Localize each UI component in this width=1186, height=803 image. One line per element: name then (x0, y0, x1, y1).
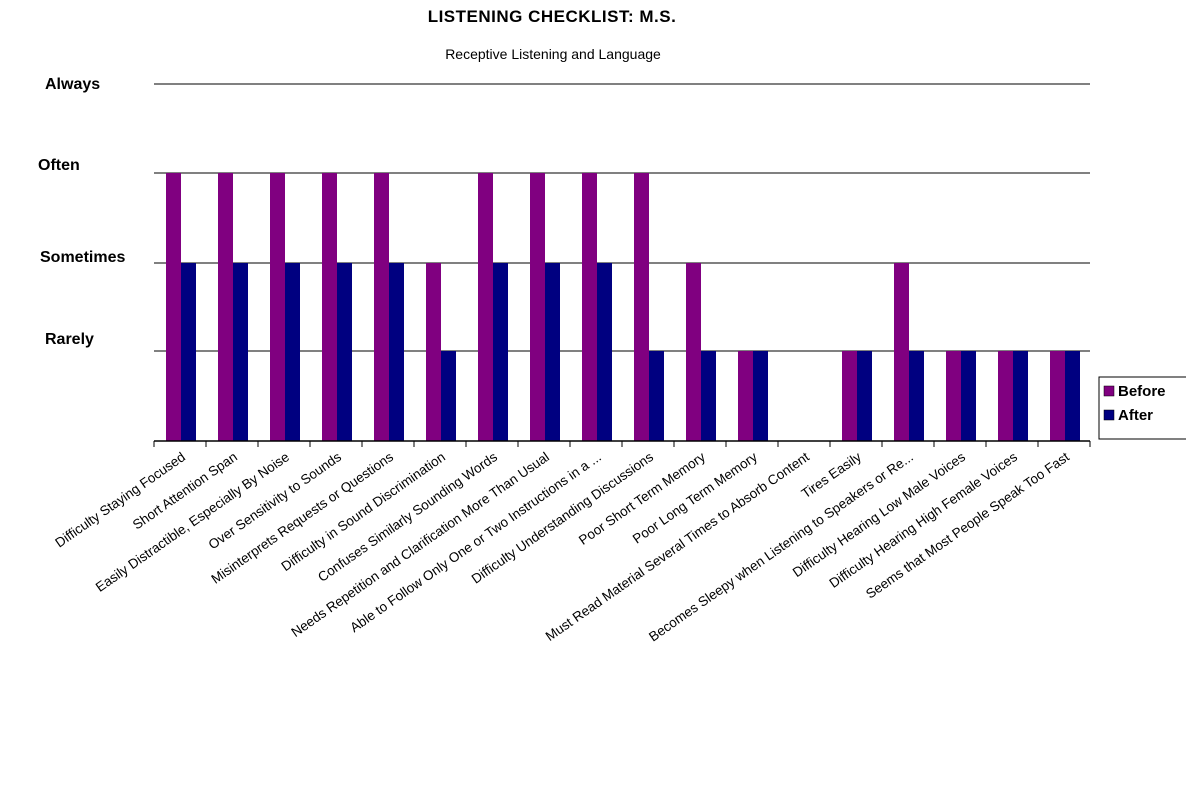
bar-before (322, 173, 337, 441)
bar-before (686, 263, 701, 441)
bar-before (894, 263, 909, 441)
y-level-label: Rarely (45, 331, 94, 348)
legend-label-before: Before (1118, 383, 1166, 400)
bar-before (634, 173, 649, 441)
bar-before (582, 173, 597, 441)
bar-after (337, 263, 352, 441)
bar-before (1050, 351, 1065, 441)
y-axis-labels: Rarely Sometimes Often Always (38, 76, 125, 348)
bar-after (233, 263, 248, 441)
y-level-label: Sometimes (40, 249, 125, 266)
bar-before (270, 173, 285, 441)
bar-after (909, 351, 924, 441)
legend-swatch-before (1103, 385, 1115, 397)
bar-before (738, 351, 753, 441)
bar-after (597, 263, 612, 441)
bar-after (649, 351, 664, 441)
bar-before (478, 173, 493, 441)
bar-after (961, 351, 976, 441)
bar-before (946, 351, 961, 441)
bar-after (1065, 351, 1080, 441)
bar-before (374, 173, 389, 441)
bars (166, 173, 1080, 441)
bar-after (285, 263, 300, 441)
axes (153, 440, 1091, 447)
bar-after (857, 351, 872, 441)
bar-after (1013, 351, 1028, 441)
x-category-label: Difficulty Hearing High Female Voices (827, 449, 1021, 591)
gridlines (154, 83, 1090, 352)
bar-before (842, 351, 857, 441)
chart-title: LISTENING CHECKLIST: M.S. (428, 7, 677, 26)
legend-label-after: After (1118, 407, 1153, 424)
x-category-label: Easily Distractible, Especially By Noise (93, 449, 292, 595)
bar-after (181, 263, 196, 441)
bar-after (545, 263, 560, 441)
bar-after (753, 351, 768, 441)
legend-swatch-after (1103, 409, 1115, 421)
y-level-label: Always (45, 76, 100, 93)
bar-before (998, 351, 1013, 441)
chart-subtitle: Receptive Listening and Language (445, 46, 661, 62)
bar-before (530, 173, 545, 441)
bar-before (426, 263, 441, 441)
y-level-label: Often (38, 157, 80, 174)
bar-before (218, 173, 233, 441)
bar-after (701, 351, 716, 441)
legend: Before After (1098, 376, 1186, 440)
bar-after (493, 263, 508, 441)
bar-after (389, 263, 404, 441)
bar-after (441, 351, 456, 441)
bar-before (166, 173, 181, 441)
